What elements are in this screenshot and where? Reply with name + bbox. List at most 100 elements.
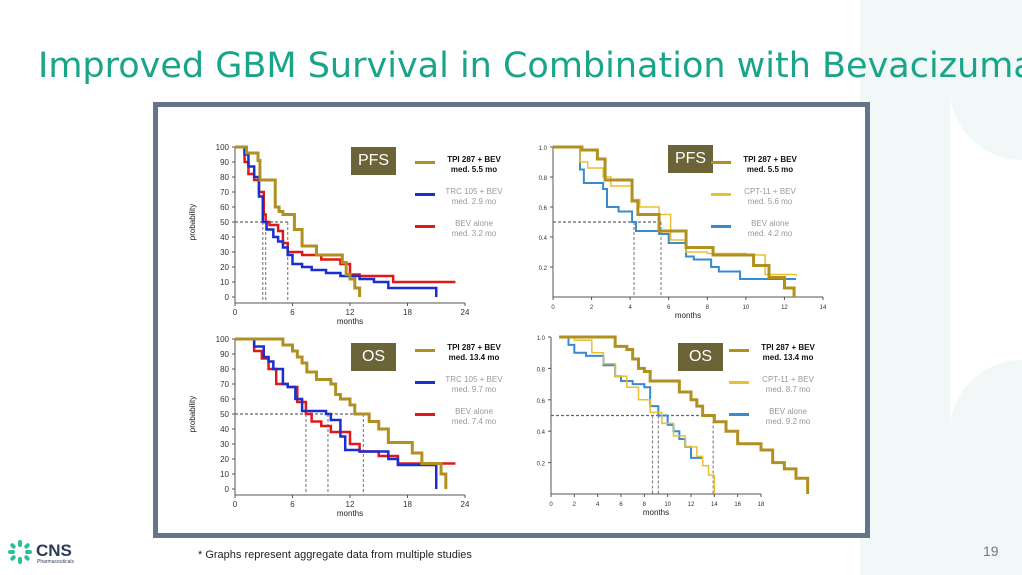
y-tick-label: 90 <box>220 158 229 167</box>
y-tick-label: 0 <box>225 293 230 302</box>
legend-series-name: BEV alone <box>769 407 807 416</box>
legend-label: CPT-11 + BEV med. 5.6 mo <box>733 187 807 207</box>
legend-series-name: BEV alone <box>455 407 493 416</box>
y-tick-label: 40 <box>220 425 229 434</box>
legend-item: TPI 287 + BEV med. 5.5 mo <box>711 155 811 187</box>
y-axis-label: probability <box>188 204 197 240</box>
legend-swatch <box>711 193 731 196</box>
legend-label: TPI 287 + BEV med. 5.5 mo <box>437 155 511 175</box>
y-tick-label: 20 <box>220 263 229 272</box>
km-curve-cpt-11-bev <box>559 336 716 494</box>
legend-median: med. 7.4 mo <box>451 417 497 426</box>
y-tick-label: 0.8 <box>539 176 548 182</box>
legend-swatch <box>415 413 435 416</box>
cns-logo: CNS Pharmaceuticals <box>6 538 86 568</box>
background-decoration <box>860 0 950 575</box>
legend-series-name: CPT-11 + BEV <box>762 375 814 384</box>
x-tick-label: 14 <box>820 305 827 311</box>
legend-series-name: CPT-11 + BEV <box>744 187 796 196</box>
legend-item: TRC 105 + BEV med. 2.9 mo <box>415 187 515 219</box>
chart-os-left: 0 10 20 30 40 50 60 70 80 90 100 0 6 12 18 24 months prob… <box>183 329 523 519</box>
chart-svg: 0 10 20 30 40 50 60 70 80 90 100 0 6 12 18 24 months prob… <box>188 335 470 518</box>
logo-subtitle: Pharmaceuticals <box>37 559 74 565</box>
legend-label: TPI 287 + BEV med. 5.5 mo <box>733 155 807 175</box>
km-curve-tpi-287-bev <box>235 145 362 297</box>
x-tick-label: 24 <box>461 500 470 509</box>
legend-median: med. 5.6 mo <box>747 197 793 206</box>
x-tick-label: 4 <box>628 305 632 311</box>
x-tick-label: 6 <box>667 305 671 311</box>
legend-label: BEV alone med. 9.2 mo <box>751 407 825 427</box>
x-axis-label: months <box>337 509 363 518</box>
legend-label: TRC 105 + BEV med. 2.9 mo <box>437 187 511 207</box>
x-tick-label: 12 <box>688 502 695 508</box>
footnote: * Graphs represent aggregate data from m… <box>198 549 472 561</box>
legend-item: CPT-11 + BEV med. 8.7 mo <box>729 375 829 407</box>
legend-series-name: TRC 105 + BEV <box>445 375 503 384</box>
y-tick-label: 70 <box>220 380 229 389</box>
x-tick-label: 14 <box>711 502 718 508</box>
badge-os: OS <box>678 343 723 371</box>
y-tick-label: 80 <box>220 365 229 374</box>
legend-median: med. 3.2 mo <box>451 229 497 238</box>
chart-pfs-left: 0 10 20 30 40 50 60 70 80 90 100 0 6 12 18 24 months prob… <box>183 137 523 327</box>
legend-label: BEV alone med. 4.2 mo <box>733 219 807 239</box>
legend-series-name: TPI 287 + BEV <box>761 343 815 352</box>
legend-median: med. 13.4 mo <box>448 353 500 362</box>
logo-name: CNS <box>36 541 72 560</box>
legend-swatch <box>415 225 435 228</box>
legend-swatch <box>729 413 749 416</box>
y-tick-label: 0 <box>225 485 230 494</box>
y-tick-label: 100 <box>216 143 230 152</box>
legend-median: med. 9.7 mo <box>451 385 497 394</box>
x-axis-label: months <box>675 311 701 320</box>
x-tick-label: 16 <box>734 502 741 508</box>
legend-swatch <box>729 349 749 352</box>
chart-legend: TPI 287 + BEV med. 5.5 mo CPT-11 + BEV med.… <box>711 155 811 251</box>
legend-median: med. 9.2 mo <box>765 417 811 426</box>
legend-label: CPT-11 + BEV med. 8.7 mo <box>751 375 825 395</box>
y-tick-label: 100 <box>216 335 230 344</box>
km-curve-bev-alone <box>553 146 796 280</box>
x-tick-label: 12 <box>346 308 355 317</box>
chart-legend: TPI 287 + BEV med. 13.4 mo CPT-11 + BEV med… <box>729 343 829 439</box>
y-tick-label: 60 <box>220 203 229 212</box>
km-curve-tpi-287-bev <box>235 337 448 489</box>
legend-series-name: TPI 287 + BEV <box>447 343 501 352</box>
km-curve-tpi-287-bev <box>553 145 796 297</box>
chart-svg: 0 10 20 30 40 50 60 70 80 90 100 0 6 12 18 24 months prob… <box>188 143 470 326</box>
y-tick-label: 0.2 <box>537 462 546 468</box>
badge-pfs: PFS <box>668 145 713 173</box>
x-tick-label: 6 <box>290 308 295 317</box>
chart-legend: TPI 287 + BEV med. 5.5 mo TRC 105 + BEV med… <box>415 155 515 251</box>
legend-item: BEV alone med. 7.4 mo <box>415 407 515 439</box>
x-tick-label: 10 <box>664 502 671 508</box>
badge-os: OS <box>351 343 396 371</box>
x-tick-label: 4 <box>596 502 600 508</box>
y-tick-label: 1.0 <box>539 146 548 152</box>
chart-legend: TPI 287 + BEV med. 13.4 mo TRC 105 + BEV me… <box>415 343 515 439</box>
legend-median: med. 5.5 mo <box>746 165 794 174</box>
chart-os-right: 0.2 0.4 0.6 0.8 1.0 0 2 4 6 8 10 12 14 16 18 months OS TP… <box>533 329 873 519</box>
x-axis-label: months <box>337 317 363 326</box>
legend-item: TPI 287 + BEV med. 13.4 mo <box>729 343 829 375</box>
x-tick-label: 12 <box>781 305 788 311</box>
legend-series-name: TPI 287 + BEV <box>447 155 501 164</box>
legend-series-name: BEV alone <box>751 219 789 228</box>
x-tick-label: 0 <box>233 308 238 317</box>
logo-mark-icon <box>8 540 32 564</box>
legend-median: med. 13.4 mo <box>762 353 814 362</box>
y-tick-label: 0.6 <box>537 399 546 405</box>
y-tick-label: 80 <box>220 173 229 182</box>
x-tick-label: 2 <box>590 305 594 311</box>
y-tick-label: 70 <box>220 188 229 197</box>
x-tick-label: 18 <box>758 502 765 508</box>
legend-swatch <box>729 381 749 384</box>
km-curve-tpi-287-bev <box>559 335 810 494</box>
legend-median: med. 5.5 mo <box>450 165 498 174</box>
legend-item: BEV alone med. 3.2 mo <box>415 219 515 251</box>
x-tick-label: 6 <box>619 502 623 508</box>
x-tick-label: 18 <box>403 308 412 317</box>
km-curve-trc-105-bev <box>235 145 438 297</box>
legend-label: TRC 105 + BEV med. 9.7 mo <box>437 375 511 395</box>
